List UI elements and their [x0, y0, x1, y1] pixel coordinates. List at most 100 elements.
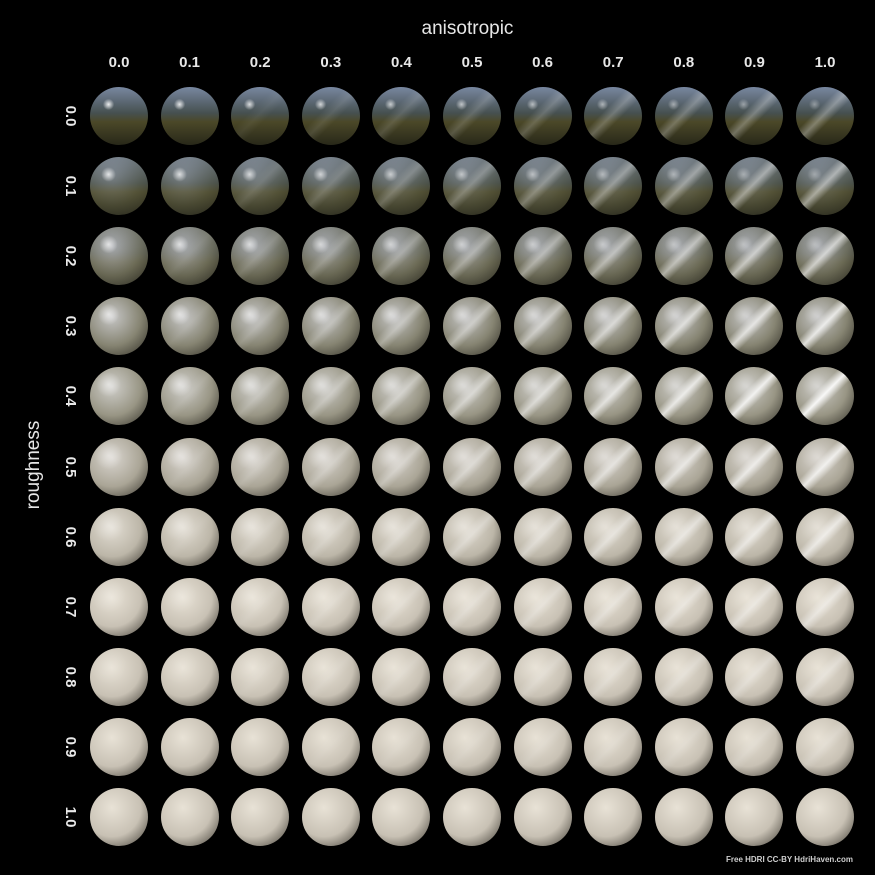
material-sphere: [301, 297, 360, 356]
material-sphere: [654, 437, 713, 496]
material-sphere: [725, 647, 784, 706]
material-sphere: [90, 437, 148, 496]
material-sphere: [372, 227, 431, 286]
material-sphere: [654, 507, 713, 566]
material-sphere: [372, 507, 431, 566]
material-sphere: [231, 157, 290, 216]
material-sphere: [90, 367, 148, 426]
row-label: 0.4: [62, 385, 79, 407]
row-label: 0.7: [62, 596, 79, 618]
material-sphere: [443, 507, 501, 566]
material-sphere: [513, 367, 572, 426]
material-sphere: [513, 87, 572, 145]
row-label: 0.1: [62, 175, 79, 197]
material-sphere: [725, 507, 784, 566]
material-sphere: [372, 157, 431, 216]
material-sphere: [725, 297, 784, 356]
column-label: 0.0: [108, 54, 130, 71]
column-label: 0.1: [179, 54, 201, 71]
column-label: 1.0: [814, 54, 836, 71]
material-sphere: [372, 788, 431, 846]
material-sphere: [796, 367, 854, 426]
material-sphere: [160, 788, 219, 846]
material-sphere: [160, 577, 219, 636]
material-sphere: [301, 87, 360, 145]
x-axis-title: anisotropic: [421, 18, 514, 39]
material-sphere: [231, 647, 290, 706]
material-sphere: [160, 87, 219, 145]
material-sphere: [584, 157, 643, 216]
material-sphere: [160, 647, 219, 706]
material-sphere: [301, 507, 360, 566]
material-sphere: [584, 437, 643, 496]
row-label: 1.0: [62, 806, 79, 828]
material-sphere: [796, 788, 854, 846]
material-sphere: [372, 577, 431, 636]
material-sphere: [513, 647, 572, 706]
column-label: 0.6: [532, 54, 554, 71]
material-sphere: [231, 717, 290, 776]
material-sphere: [796, 717, 854, 776]
material-sphere: [796, 507, 854, 566]
material-sphere: [654, 87, 713, 145]
material-sphere: [513, 507, 572, 566]
row-label: 0.6: [62, 526, 79, 548]
material-sphere: [654, 647, 713, 706]
material-sphere: [90, 788, 148, 846]
material-sphere: [231, 507, 290, 566]
material-sphere: [160, 437, 219, 496]
material-sphere: [231, 227, 290, 286]
credit-text: Free HDRI CC-BY HdriHaven.com: [726, 855, 853, 864]
material-sphere: [584, 577, 643, 636]
material-sphere: [443, 577, 501, 636]
material-sphere: [90, 647, 148, 706]
material-sphere: [725, 577, 784, 636]
column-label: 0.4: [390, 54, 412, 71]
row-label: 0.8: [62, 666, 79, 688]
material-sphere: [654, 297, 713, 356]
material-sphere: [90, 227, 148, 286]
material-sphere: [301, 647, 360, 706]
column-label: 0.9: [743, 54, 765, 71]
material-sphere: [443, 157, 501, 216]
column-label: 0.2: [249, 54, 271, 71]
row-label: 0.3: [62, 315, 79, 337]
material-sphere: [513, 717, 572, 776]
row-label: 0.2: [62, 245, 79, 267]
material-sphere: [654, 788, 713, 846]
material-sphere: [796, 87, 854, 145]
material-sphere: [372, 647, 431, 706]
material-sphere: [160, 157, 219, 216]
material-sphere: [513, 437, 572, 496]
row-label: 0.5: [62, 456, 79, 477]
material-sphere: [725, 227, 784, 286]
material-sphere: [160, 367, 219, 426]
material-sphere: [160, 297, 219, 356]
row-label: 0.0: [62, 105, 79, 127]
material-sphere: [584, 227, 643, 286]
material-sphere: [796, 577, 854, 636]
material-sphere: [160, 507, 219, 566]
material-sphere: [513, 577, 572, 636]
material-sphere: [584, 507, 643, 566]
material-sphere: [796, 157, 854, 216]
material-sphere: [372, 437, 431, 496]
material-sphere: [796, 437, 854, 496]
material-sphere: [725, 437, 784, 496]
material-sphere: [725, 717, 784, 776]
material-sphere: [725, 367, 784, 426]
material-sphere: [90, 87, 148, 145]
material-sphere: [372, 717, 431, 776]
material-sphere: [443, 227, 501, 286]
material-sphere: [725, 157, 784, 216]
material-sphere: [231, 437, 290, 496]
material-sphere: [90, 717, 148, 776]
material-sphere: [443, 437, 501, 496]
material-sphere: [513, 157, 572, 216]
material-sphere: [584, 788, 643, 846]
material-sphere: [443, 717, 501, 776]
material-sphere: [231, 367, 290, 426]
material-sphere: [584, 367, 643, 426]
material-sphere: [654, 157, 713, 216]
material-sphere: [301, 157, 360, 216]
